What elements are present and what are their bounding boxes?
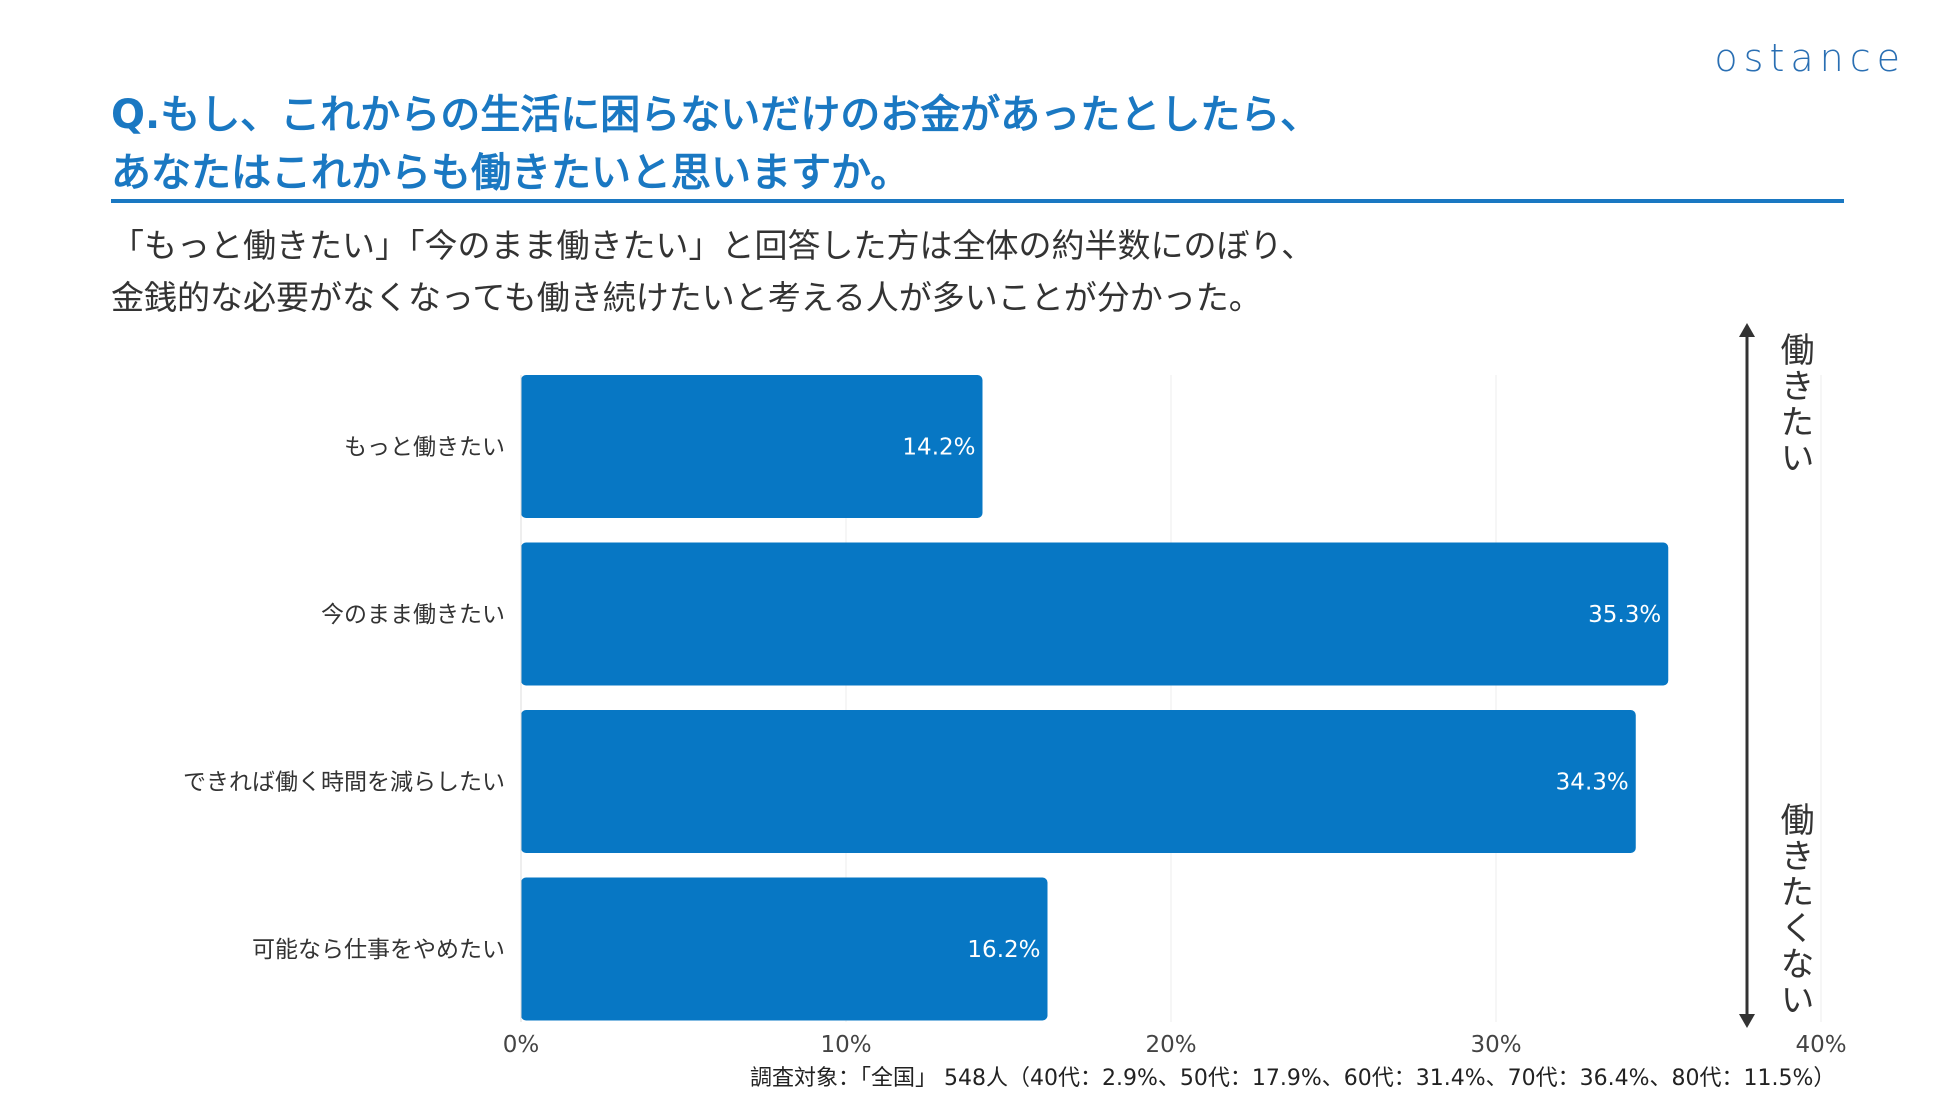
- footnote: 調査対象：「全国」 548人（40代：2.9%、50代：17.9%、60代：31…: [750, 1066, 1836, 1091]
- data-label: 35.3%: [1588, 602, 1661, 628]
- x-tick-label: 20%: [1145, 1032, 1196, 1058]
- arrow-down-icon: [1739, 1014, 1755, 1028]
- x-tick-label: 30%: [1470, 1032, 1521, 1058]
- page-title: Q.もし、これからの生活に困らないだけのお金があったとしたら、 あなたはこれから…: [111, 86, 1320, 202]
- subtitle-line: 金銭的な必要がなくなっても働き続けたいと考える人が多いことが分かった。: [111, 278, 1262, 317]
- category-label: 今のまま働きたい: [321, 602, 505, 628]
- data-label: 34.3%: [1556, 770, 1629, 796]
- x-tick-label: 10%: [820, 1032, 871, 1058]
- bar: [521, 877, 1048, 1021]
- category-label: もっと働きたい: [344, 435, 505, 461]
- data-label: 14.2%: [902, 435, 975, 461]
- axis-label-want-work: 働きたい: [1774, 332, 1814, 476]
- bar: [521, 375, 983, 518]
- x-tick-label: 0%: [503, 1032, 540, 1058]
- bar: [521, 710, 1636, 853]
- brand-logo: ostance: [1714, 36, 1906, 80]
- title-line: あなたはこれからも働きたいと思いますか。: [111, 150, 911, 196]
- arrow-up-icon: [1739, 323, 1755, 337]
- title-underline: [111, 199, 1844, 203]
- category-label: 可能なら仕事をやめたい: [252, 937, 505, 963]
- data-label: 16.2%: [967, 937, 1040, 963]
- title-line: Q.もし、これからの生活に困らないだけのお金があったとしたら、: [111, 92, 1321, 138]
- subtitle: 「もっと働きたい」「今のまま働きたい」と回答した方は全体の約半数にのぼり、 金銭…: [111, 220, 1314, 324]
- x-tick-label: 40%: [1795, 1032, 1846, 1058]
- axis-label-not-want-work: 働きたくない: [1774, 802, 1814, 1018]
- category-label: できれば働く時間を減らしたい: [183, 770, 505, 796]
- bar: [521, 542, 1669, 686]
- subtitle-line: 「もっと働きたい」「今のまま働きたい」と回答した方は全体の約半数にのぼり、: [111, 226, 1315, 265]
